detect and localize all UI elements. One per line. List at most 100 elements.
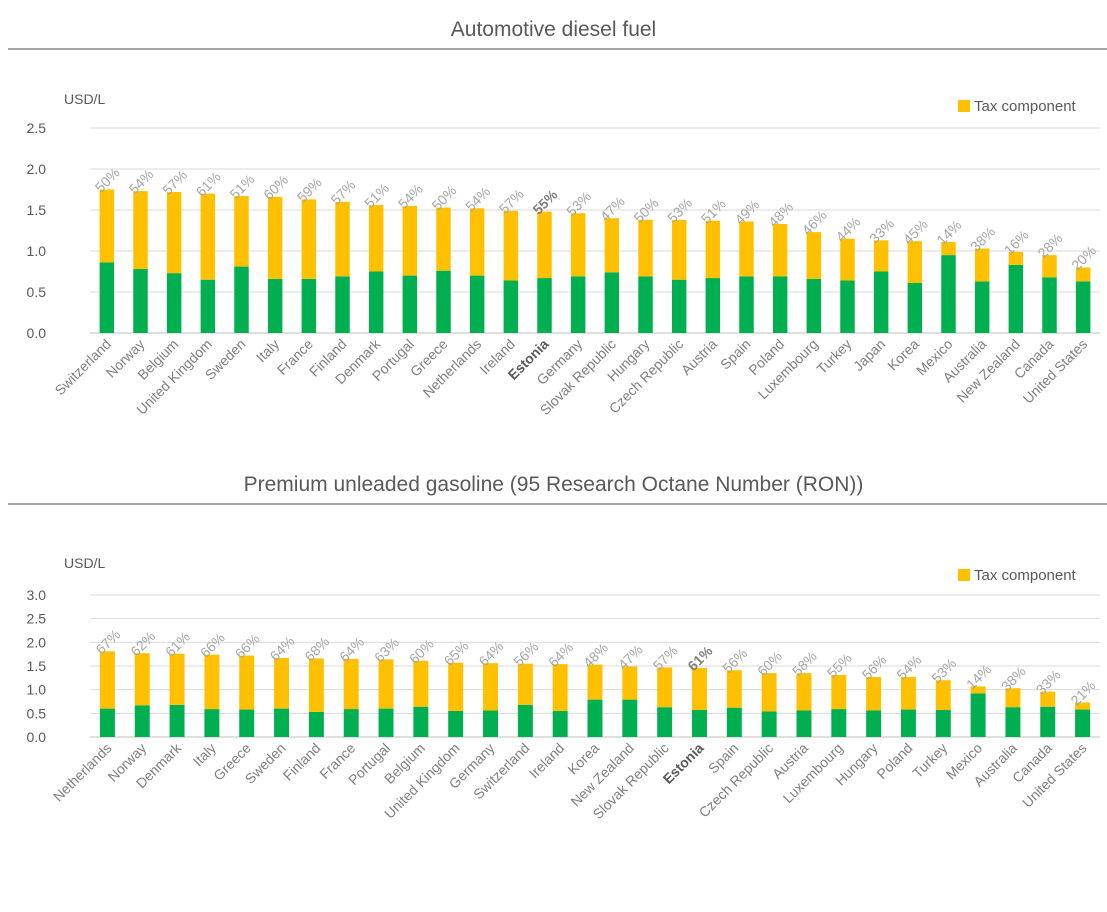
bar-base-segment [503, 280, 519, 333]
data-label: 53% [664, 195, 695, 226]
bar-tax-segment [234, 196, 249, 267]
data-label: 44% [832, 214, 863, 245]
bar-tax-segment [796, 673, 812, 711]
bar-tax-segment [604, 218, 620, 273]
y-tick-label: 1.0 [27, 243, 47, 259]
bar-tax-segment [900, 676, 916, 710]
data-label: 33% [1033, 666, 1064, 697]
bar-base-segment [301, 278, 317, 333]
data-label: 33% [866, 215, 897, 246]
bar-tax-segment [907, 241, 923, 283]
bar-base-segment [831, 709, 847, 737]
bar-base-segment [234, 266, 249, 333]
bar-tax-segment [166, 191, 182, 274]
bar-tax-segment [378, 659, 394, 709]
bar-tax-segment [537, 211, 552, 279]
bar-base-segment [1005, 707, 1021, 737]
bar-base-segment [873, 271, 889, 333]
bar-base-segment [133, 269, 148, 333]
bar-base-segment [866, 710, 882, 737]
data-label: 67% [92, 626, 123, 657]
data-label: 57% [496, 186, 527, 217]
bar-tax-segment [1008, 251, 1024, 265]
data-label: 60% [406, 636, 437, 667]
bar-base-segment [1042, 277, 1057, 333]
bar-base-segment [907, 282, 923, 333]
bar-base-segment [267, 278, 283, 333]
bar-tax-segment [503, 210, 519, 281]
data-label: 54% [893, 652, 924, 683]
bar-tax-segment [806, 232, 822, 279]
diesel-chart-panel: Automotive diesel fuel 0.0 0.5 1.0 1.5 2.0 2.… [0, 0, 1107, 455]
chart-title: Premium unleaded gasoline (95 Research O… [243, 473, 864, 496]
bar-tax-segment [1075, 702, 1091, 710]
data-label: 54% [395, 181, 426, 212]
bar-tax-segment [866, 676, 882, 711]
bar-tax-segment [133, 191, 148, 270]
y-axis-label: USD/L [64, 91, 105, 107]
bar-base-segment [343, 709, 359, 737]
x-tick-label: Japan [850, 336, 888, 374]
data-label: 57% [327, 177, 358, 208]
bar-base-segment [469, 275, 485, 333]
bar-base-segment [974, 281, 990, 333]
bar-base-segment [378, 708, 394, 737]
bar-tax-segment [134, 653, 150, 706]
bar-base-segment [99, 262, 115, 333]
bar-tax-segment [671, 219, 687, 280]
title-rule [8, 48, 1107, 50]
bar-tax-segment [840, 238, 855, 281]
x-tick-label: Turkey [813, 336, 854, 377]
data-label: 64% [545, 639, 576, 670]
bar-base-segment [705, 278, 721, 333]
bar-base-segment [335, 276, 350, 333]
data-label: 49% [731, 196, 762, 227]
data-label: 53% [928, 655, 959, 686]
bar-tax-segment [587, 664, 603, 700]
chart-title: Automotive diesel fuel [450, 18, 657, 41]
bar-tax-segment [99, 189, 115, 263]
x-tick-label: Austria [678, 336, 720, 378]
data-label: 55% [824, 650, 855, 681]
bar-base-segment [657, 707, 673, 737]
x-tick-label: Italy [190, 740, 219, 769]
bar-tax-segment [343, 658, 359, 710]
y-tick-label: 2.0 [27, 634, 47, 650]
bar-base-segment [1075, 281, 1091, 333]
bar-base-segment [622, 699, 638, 737]
y-tick-label: 0.5 [27, 284, 47, 300]
data-label: 64% [266, 633, 297, 664]
legend-label: Tax component [974, 98, 1077, 115]
bar-tax-segment [267, 196, 283, 279]
y-axis-label: USD/L [64, 555, 105, 571]
x-tick-label: Ireland [526, 740, 568, 782]
data-label: 60% [260, 172, 291, 203]
data-label: 21% [1067, 677, 1098, 708]
bar-base-segment [1075, 709, 1091, 737]
bar-tax-segment [335, 201, 350, 277]
y-tick-label: 2.5 [27, 611, 47, 627]
bar-base-segment [448, 710, 464, 737]
bar-tax-segment [483, 663, 499, 711]
bar-base-segment [739, 276, 754, 333]
bar-base-segment [796, 710, 812, 737]
bar-base-segment [200, 279, 216, 333]
bar-tax-segment [935, 680, 951, 711]
data-label: 14% [933, 217, 964, 248]
bar-tax-segment [831, 674, 847, 710]
bar-tax-segment [402, 205, 418, 276]
data-label: 59% [294, 174, 325, 205]
bar-tax-segment [873, 240, 889, 272]
bar-base-segment [604, 272, 620, 333]
bar-base-segment [552, 710, 568, 737]
bar-tax-segment [726, 670, 742, 708]
data-label: 48% [765, 199, 796, 230]
data-label: 28% [1034, 230, 1065, 261]
data-label: 56% [859, 652, 890, 683]
data-label: 68% [301, 633, 332, 664]
bar-base-segment [99, 708, 115, 737]
data-label: 50% [630, 195, 661, 226]
data-label: 47% [615, 641, 646, 672]
x-tick-label: Italy [253, 336, 282, 365]
bar-base-segment [840, 280, 855, 333]
